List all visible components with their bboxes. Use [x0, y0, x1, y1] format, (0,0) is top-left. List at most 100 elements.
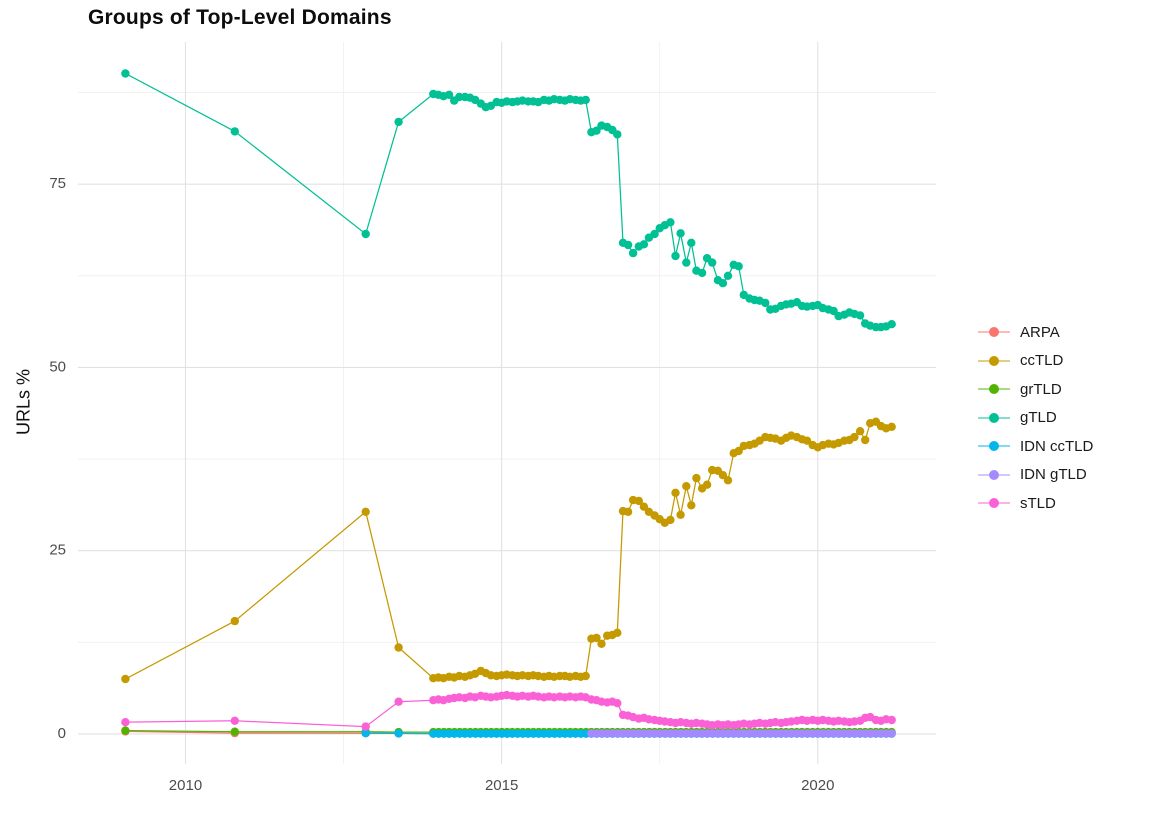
series-point-gTLD	[628, 248, 638, 258]
legend-item-ARPA: ARPA	[976, 323, 1093, 341]
series-point-ccTLD	[802, 436, 812, 445]
legend-item-label: sTLD	[1020, 494, 1056, 512]
legend-key-dot	[989, 412, 999, 423]
series-point-gTLD	[708, 258, 717, 267]
series-line-gTLD	[125, 72, 892, 328]
series-point-gTLD	[855, 311, 865, 320]
series-point-grTLD	[230, 727, 239, 736]
legend-item-label: gTLD	[1020, 409, 1057, 426]
x-tick-label: 2015	[485, 777, 518, 794]
legend-key-icon	[978, 469, 1010, 480]
legend-item-label: IDN gTLD	[1020, 466, 1087, 483]
chart-title: Groups of Top-Level Domains	[88, 6, 392, 29]
legend-key-icon	[978, 412, 1010, 423]
series-point-gTLD	[121, 69, 130, 78]
series-point-ccTLD	[592, 633, 601, 643]
legend-key-icon	[978, 498, 1010, 508]
series-point-sTLD	[613, 699, 622, 708]
series-point-ccTLD	[850, 432, 859, 442]
series-point-ccTLD	[887, 422, 896, 431]
series-point-ccTLD	[682, 482, 691, 491]
y-tick-label: 25	[49, 542, 66, 559]
legend-item-label: ARPA	[1020, 323, 1060, 341]
series-point-gTLD	[666, 218, 675, 227]
series-point-ccTLD	[394, 643, 403, 652]
series-point-gTLD	[230, 127, 239, 136]
series-point-IDN-ccTLD	[361, 729, 370, 738]
series-point-ccTLD	[581, 671, 590, 681]
legend-item-IDN-ccTLD: IDN ccTLD	[976, 437, 1094, 455]
legend-item-label: grTLD	[1020, 380, 1062, 398]
series-point-ccTLD	[671, 488, 680, 497]
legend-item-ccTLD: ccTLD	[976, 352, 1093, 369]
series-point-IDN-gTLD	[887, 729, 896, 738]
legend-key-icon	[978, 441, 1010, 451]
series-point-gTLD	[613, 130, 622, 139]
series-point-gTLD	[682, 258, 691, 267]
series-point-ccTLD	[734, 446, 743, 456]
legend-item-label: IDN ccTLD	[1020, 437, 1094, 455]
series-point-ccTLD	[702, 480, 712, 489]
x-tick-label: 2020	[801, 777, 834, 794]
legend-item-label: ccTLD	[1020, 352, 1064, 369]
series-point-gTLD	[887, 320, 896, 329]
series-point-ccTLD	[861, 435, 870, 445]
series-point-ccTLD	[687, 501, 696, 510]
legend: ARPA ccTLD grTLD gTLD IDN ccTLD IDN gTLD sTLD	[976, 324, 1093, 524]
series-point-gTLD	[687, 238, 696, 247]
legend-item-gTLD: gTLD	[976, 409, 1093, 426]
series-point-gTLD	[723, 271, 733, 280]
legend-key-icon	[978, 384, 1010, 394]
y-tick-label: 75	[49, 175, 66, 192]
legend-key-dot	[989, 355, 999, 366]
series-point-ccTLD	[634, 496, 643, 506]
legend-item-grTLD: grTLD	[976, 380, 1093, 398]
legend-key-dot	[989, 498, 999, 508]
series-point-ccTLD	[676, 510, 685, 519]
series-point-grTLD	[121, 726, 130, 735]
series-point-gTLD	[639, 240, 649, 249]
series-point-gTLD	[581, 95, 590, 105]
series-point-gTLD	[718, 279, 728, 288]
series-point-sTLD	[361, 722, 370, 731]
legend-key-dot	[989, 384, 999, 394]
series-point-ccTLD	[723, 476, 733, 485]
legend-key-icon	[978, 355, 1010, 366]
legend-key-dot	[989, 469, 999, 480]
series-point-ccTLD	[692, 473, 701, 483]
legend-key-dot	[989, 327, 999, 337]
legend-item-sTLD: sTLD	[976, 494, 1093, 512]
series-point-sTLD	[887, 715, 896, 725]
series-point-sTLD	[230, 716, 239, 725]
y-tick-label: 0	[58, 725, 66, 742]
series-point-ccTLD	[718, 471, 728, 480]
series-point-gTLD	[761, 298, 770, 308]
series-point-gTLD	[623, 240, 633, 250]
series-point-ccTLD	[597, 639, 606, 648]
series-point-gTLD	[444, 90, 454, 100]
series-point-IDN-ccTLD	[394, 729, 403, 738]
legend-key-dot	[989, 441, 999, 451]
series-point-gTLD	[361, 229, 370, 239]
legend-key-icon	[978, 327, 1010, 337]
series-point-ccTLD	[855, 427, 865, 436]
series-point-ccTLD	[361, 507, 370, 516]
series-point-ccTLD	[623, 507, 633, 516]
series-point-ccTLD	[666, 515, 675, 525]
series-point-gTLD	[650, 229, 659, 239]
series-point-ccTLD	[613, 628, 622, 637]
series-point-ccTLD	[230, 616, 239, 626]
series-point-sTLD	[394, 697, 403, 706]
series-point-gTLD	[671, 251, 680, 261]
series-point-gTLD	[676, 229, 685, 238]
series-point-sTLD	[121, 718, 130, 727]
series-point-ccTLD	[121, 674, 130, 684]
x-tick-label: 2010	[169, 777, 202, 794]
series-point-gTLD	[394, 117, 403, 127]
legend-item-IDN-gTLD: IDN gTLD	[976, 466, 1093, 483]
series-point-gTLD	[697, 268, 707, 278]
series-point-gTLD	[734, 262, 743, 271]
y-tick-label: 50	[49, 358, 66, 375]
